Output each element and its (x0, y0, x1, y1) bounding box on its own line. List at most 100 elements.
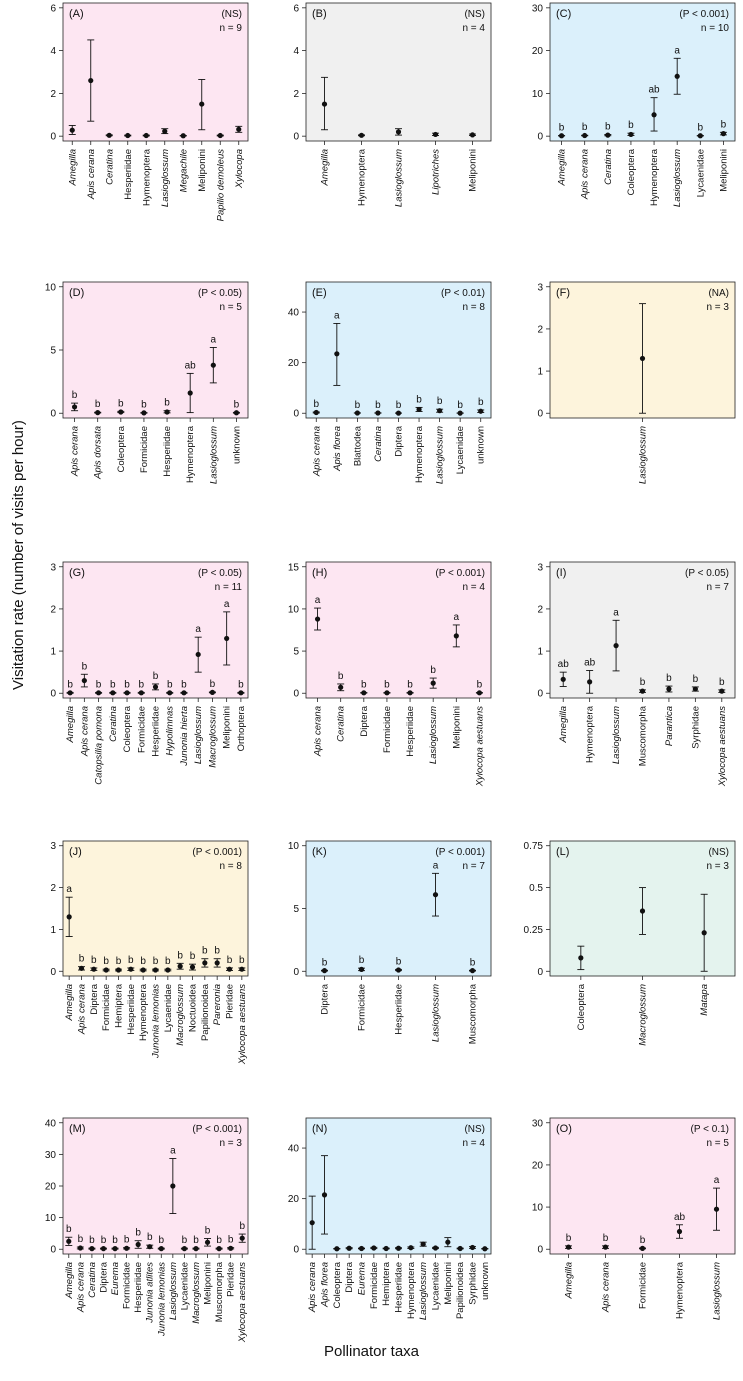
data-point (457, 410, 463, 416)
y-tick-label: 0 (293, 967, 299, 978)
y-tick-label: 6 (50, 3, 56, 14)
x-tick-label: Lycaenidae (455, 426, 466, 474)
significance-letter: b (82, 661, 88, 672)
significance-letter: a (433, 860, 439, 871)
significance-letter: b (582, 122, 588, 133)
significance-letter: b (210, 679, 216, 690)
data-point (236, 126, 242, 132)
data-point (238, 690, 244, 696)
y-tick-label: 5 (293, 904, 299, 915)
significance-label: (NS) (464, 1124, 485, 1135)
significance-letter: b (239, 1221, 245, 1232)
x-tick-label: Muscomorpha (468, 983, 479, 1044)
significance-label: (P < 0.05) (685, 568, 729, 579)
x-tick-label: Diptera (394, 425, 405, 456)
panel-label: (C) (556, 8, 571, 20)
y-tick-label: 30 (532, 1118, 544, 1129)
x-tick-label: Lasioglossum (418, 1262, 429, 1320)
significance-letter: b (721, 119, 727, 130)
data-point (408, 1245, 414, 1251)
x-tick-label: Junonia lemonias (156, 1262, 167, 1337)
data-point (199, 101, 205, 107)
x-tick-label: Formicidae (101, 984, 112, 1031)
y-tick-label: 0.5 (529, 883, 543, 894)
x-tick-label: Apis florea (332, 426, 343, 472)
y-tick-label: 20 (288, 1194, 300, 1205)
x-tick-label: Ceratina (373, 426, 384, 462)
significance-letter: b (396, 400, 402, 411)
data-point (110, 690, 116, 696)
x-tick-label: Orthoptera (236, 705, 247, 751)
x-tick-label: Lasioglossum (638, 426, 649, 484)
x-tick-label: Apis florea (320, 1262, 331, 1308)
y-tick-label: 10 (532, 1203, 544, 1214)
x-tick-label: Lasioglossum (394, 149, 405, 207)
significance-letter: b (719, 677, 725, 688)
x-tick-label: Meliponini (197, 149, 208, 192)
x-tick-label: Amegilla (64, 984, 75, 1021)
x-tick-label: Apis cerana (580, 149, 591, 200)
data-point (476, 690, 483, 696)
x-tick-label: Formicidae (122, 1262, 133, 1309)
y-tick-label: 0.75 (524, 841, 544, 852)
data-point (582, 132, 588, 139)
x-tick-label: Hymenoptera (138, 983, 149, 1041)
y-tick-label: 10 (45, 1213, 57, 1224)
significance-letter: b (227, 955, 233, 966)
significance-label: (NS) (464, 9, 485, 20)
y-tick-label: 0 (537, 689, 543, 700)
panel-label: (B) (312, 8, 327, 20)
y-tick-label: 20 (532, 1160, 544, 1171)
panel-label: (E) (312, 287, 327, 299)
data-point (226, 966, 233, 972)
data-point (445, 1239, 451, 1245)
data-point (224, 635, 230, 642)
x-tick-label: Hymenoptera (406, 1261, 417, 1319)
significance-letter: b (666, 673, 672, 684)
y-axis-label: Visitation rate (number of visits per ho… (10, 420, 27, 690)
panel-label: (J) (69, 846, 82, 858)
x-tick-label: Junonia lemonias (151, 984, 162, 1059)
y-tick-label: 3 (50, 841, 56, 852)
y-tick-label: 1 (50, 647, 56, 658)
data-point (81, 677, 87, 684)
data-point (432, 1245, 439, 1251)
significance-letter: b (322, 957, 328, 968)
data-point (578, 955, 584, 961)
y-tick-label: 0 (50, 132, 56, 143)
x-tick-label: Diptera (344, 1261, 355, 1292)
x-tick-label: Formicidae (139, 426, 150, 473)
panel-label: (K) (312, 846, 327, 858)
significance-label: (NA) (708, 288, 729, 299)
x-tick-label: Ceratina (87, 1262, 98, 1298)
data-point (457, 1245, 463, 1252)
significance-letter: b (216, 1235, 222, 1246)
significance-letter: a (224, 599, 230, 610)
significance-letter: a (674, 45, 680, 56)
data-point (432, 892, 439, 898)
panel-label: (D) (69, 287, 84, 299)
x-tick-label: Hesperiidae (405, 706, 416, 757)
data-point (187, 390, 193, 396)
data-point (720, 131, 727, 137)
panel-label: (O) (556, 1123, 572, 1135)
y-tick-label: 4 (293, 46, 299, 57)
data-point (147, 1244, 153, 1250)
data-point (437, 408, 443, 414)
panel-label: (H) (312, 567, 327, 579)
x-tick-label: Amegilla (557, 149, 568, 186)
data-point (170, 1183, 176, 1189)
panel-label: (A) (69, 8, 84, 20)
significance-letter: b (67, 679, 73, 690)
significance-letter: b (416, 394, 422, 405)
y-tick-label: 0 (50, 967, 56, 978)
x-tick-label: Formicidae (357, 984, 368, 1031)
data-point (118, 409, 124, 415)
significance-letter: a (454, 612, 460, 623)
data-point (204, 1239, 211, 1245)
significance-letter: b (640, 677, 646, 688)
y-tick-label: 0 (537, 1245, 543, 1256)
panel-box (62, 840, 249, 977)
data-point (239, 1235, 245, 1241)
